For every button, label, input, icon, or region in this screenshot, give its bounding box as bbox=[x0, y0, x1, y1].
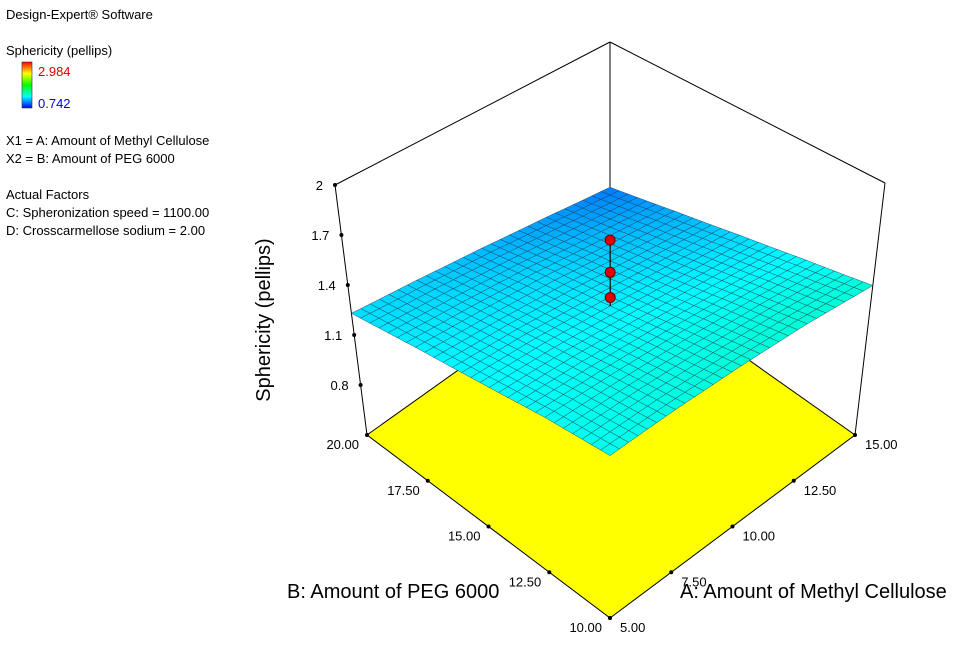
y-tick bbox=[608, 616, 612, 620]
color-max: 2.984 bbox=[38, 64, 71, 79]
color-bar bbox=[21, 61, 33, 109]
y-tick-label: 10.00 bbox=[569, 620, 602, 635]
design-point bbox=[604, 292, 616, 304]
x-tick bbox=[669, 570, 674, 575]
design-point bbox=[604, 266, 616, 278]
design-point bbox=[604, 234, 616, 246]
z-tick-label: 1.1 bbox=[324, 328, 342, 343]
color-min: 0.742 bbox=[38, 96, 71, 111]
y-tick bbox=[365, 433, 369, 437]
response-name: Sphericity (pellips) bbox=[6, 43, 112, 58]
y-tick bbox=[486, 524, 491, 529]
x-tick-label: 15.00 bbox=[865, 437, 898, 452]
x-axis-label: A: Amount of Methyl Cellulose bbox=[680, 581, 947, 603]
surface-cell bbox=[600, 443, 620, 456]
y-tick bbox=[547, 570, 552, 575]
z-tick bbox=[352, 333, 357, 337]
z-tick bbox=[333, 183, 337, 187]
x-tick bbox=[791, 478, 796, 483]
y-tick-label: 17.50 bbox=[387, 483, 420, 498]
software-name: Design-Expert® Software bbox=[6, 7, 153, 22]
z-tick bbox=[358, 383, 363, 387]
box-edge bbox=[334, 184, 368, 436]
box-edge bbox=[334, 41, 611, 186]
x-tick-label: 10.00 bbox=[743, 529, 776, 544]
box-edge bbox=[854, 182, 886, 436]
x-tick-label: 7.50 bbox=[681, 574, 706, 589]
actual-factor: C: Spheronization speed = 1100.00 bbox=[6, 205, 209, 220]
y-tick-label: 20.00 bbox=[326, 437, 359, 452]
actual-factors-title: Actual Factors bbox=[6, 187, 90, 202]
z-tick-label: 0.8 bbox=[331, 378, 349, 393]
factor-line: X2 = B: Amount of PEG 6000 bbox=[6, 151, 175, 166]
y-tick bbox=[425, 478, 430, 483]
z-axis-label: Sphericity (pellips) bbox=[253, 238, 275, 401]
x-tick bbox=[853, 433, 857, 437]
z-tick bbox=[339, 233, 344, 237]
z-tick-label: 1.4 bbox=[318, 278, 336, 293]
z-tick-label: 2 bbox=[316, 178, 323, 193]
factor-line: X1 = A: Amount of Methyl Cellulose bbox=[6, 133, 209, 148]
actual-factor: D: Crosscarmellose sodium = 2.00 bbox=[6, 223, 205, 238]
x-tick-label: 12.50 bbox=[804, 483, 837, 498]
x-tick bbox=[730, 524, 735, 529]
y-tick-label: 15.00 bbox=[448, 529, 481, 544]
z-tick bbox=[345, 283, 350, 287]
z-tick-label: 1.7 bbox=[311, 228, 329, 243]
box-edge bbox=[609, 41, 886, 184]
x-tick-label: 5.00 bbox=[620, 620, 645, 635]
y-axis-label: B: Amount of PEG 6000 bbox=[287, 581, 499, 603]
y-tick-label: 12.50 bbox=[509, 574, 542, 589]
